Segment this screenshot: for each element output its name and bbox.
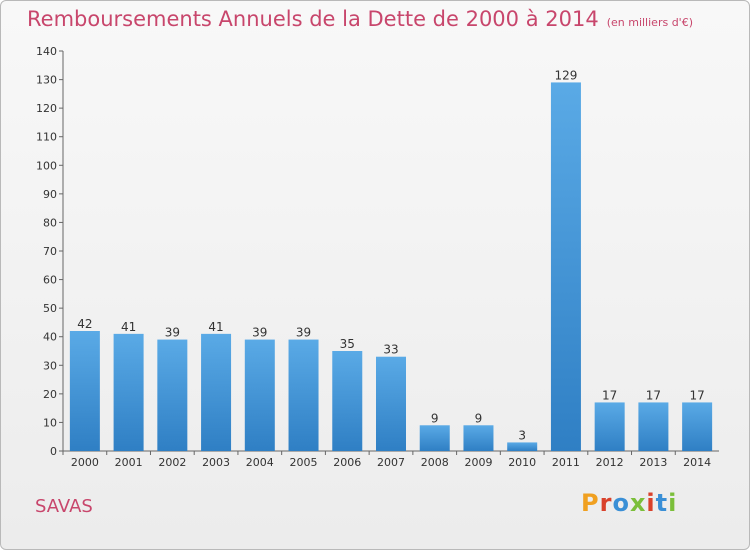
bar bbox=[419, 425, 450, 451]
bar-value-label: 17 bbox=[602, 388, 617, 402]
y-tick-label: 120 bbox=[36, 102, 57, 115]
x-tick-label: 2006 bbox=[333, 456, 361, 469]
bar bbox=[550, 82, 581, 451]
place-name: SAVAS bbox=[35, 496, 93, 517]
y-tick-label: 20 bbox=[43, 388, 57, 401]
y-tick-label: 10 bbox=[43, 416, 57, 429]
bar bbox=[332, 351, 363, 451]
y-tick-label: 30 bbox=[43, 359, 57, 372]
x-tick-label: 2012 bbox=[596, 456, 624, 469]
bar-value-label: 129 bbox=[554, 68, 577, 82]
bar bbox=[507, 442, 538, 451]
bar-value-label: 42 bbox=[77, 317, 92, 331]
y-tick-label: 140 bbox=[36, 45, 57, 58]
bar bbox=[69, 331, 100, 451]
y-tick-label: 90 bbox=[43, 188, 57, 201]
bar-value-label: 9 bbox=[475, 411, 483, 425]
x-tick-label: 2005 bbox=[290, 456, 318, 469]
logo-letter: i bbox=[668, 489, 678, 517]
bar bbox=[288, 339, 319, 451]
bar bbox=[113, 333, 144, 451]
bar-value-label: 33 bbox=[383, 343, 398, 357]
x-tick-label: 2000 bbox=[71, 456, 99, 469]
bar bbox=[376, 356, 406, 451]
x-tick-label: 2009 bbox=[464, 456, 492, 469]
y-tick-label: 70 bbox=[43, 245, 57, 258]
x-tick-label: 2003 bbox=[202, 456, 230, 469]
chart-title: Remboursements Annuels de la Dette de 20… bbox=[27, 7, 693, 31]
bar-value-label: 9 bbox=[431, 411, 439, 425]
x-tick-label: 2007 bbox=[377, 456, 405, 469]
bar-value-label: 3 bbox=[518, 428, 526, 442]
bar bbox=[463, 425, 494, 451]
logo-letter: o bbox=[612, 489, 630, 517]
x-tick-label: 2011 bbox=[552, 456, 580, 469]
chart-title-text: Remboursements Annuels de la Dette de 20… bbox=[27, 7, 599, 31]
bar-value-label: 41 bbox=[121, 320, 136, 334]
y-tick-label: 100 bbox=[36, 159, 57, 172]
bar-value-label: 39 bbox=[252, 326, 267, 340]
x-tick-label: 2004 bbox=[246, 456, 274, 469]
y-tick-label: 80 bbox=[43, 216, 57, 229]
bar bbox=[157, 339, 188, 451]
x-tick-label: 2008 bbox=[421, 456, 449, 469]
bar-value-label: 39 bbox=[165, 326, 180, 340]
x-tick-label: 2001 bbox=[115, 456, 143, 469]
y-tick-label: 110 bbox=[36, 131, 57, 144]
bar bbox=[244, 339, 275, 451]
bar bbox=[682, 402, 713, 451]
bar-value-label: 17 bbox=[646, 388, 661, 402]
bar bbox=[201, 333, 232, 451]
logo-letter: i bbox=[646, 489, 656, 517]
chart-unit: (en milliers d'€) bbox=[606, 16, 693, 29]
y-tick-label: 40 bbox=[43, 331, 57, 344]
logo-letter: x bbox=[629, 489, 647, 517]
x-tick-label: 2010 bbox=[508, 456, 536, 469]
x-tick-label: 2002 bbox=[158, 456, 186, 469]
logo-letter: P bbox=[581, 489, 600, 517]
y-tick-label: 130 bbox=[36, 74, 57, 87]
x-tick-label: 2013 bbox=[639, 456, 667, 469]
x-tick-label: 2014 bbox=[683, 456, 711, 469]
logo-letter: t bbox=[655, 489, 669, 517]
bar-value-label: 17 bbox=[689, 388, 704, 402]
y-tick-label: 60 bbox=[43, 274, 57, 287]
y-tick-label: 50 bbox=[43, 302, 57, 315]
bar-value-label: 41 bbox=[208, 320, 223, 334]
proxiti-logo: Proxiti bbox=[581, 489, 677, 517]
bar bbox=[638, 402, 669, 451]
bar-value-label: 39 bbox=[296, 326, 311, 340]
y-tick-label: 0 bbox=[50, 445, 57, 458]
bar bbox=[594, 402, 625, 451]
logo-letter: r bbox=[599, 489, 613, 517]
bar-value-label: 35 bbox=[340, 337, 355, 351]
